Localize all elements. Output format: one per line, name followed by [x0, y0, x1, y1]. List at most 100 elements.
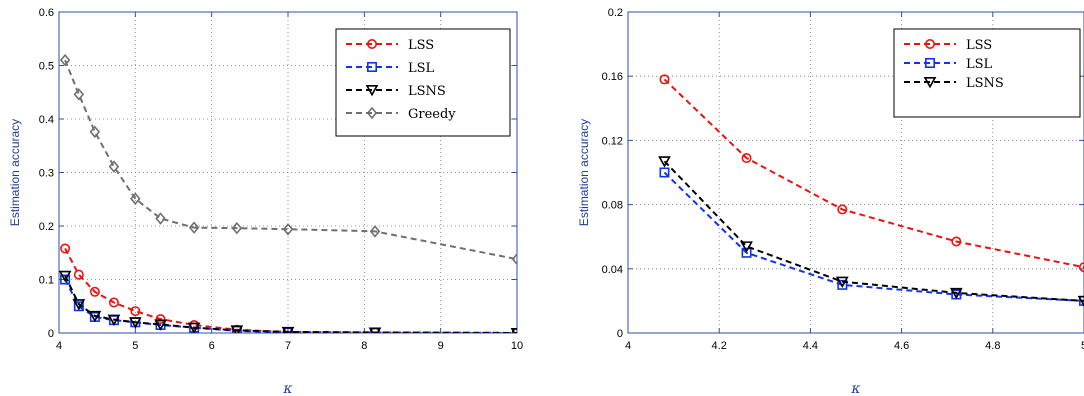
- y-tick-label: 0: [617, 328, 623, 340]
- series-greedy: [59, 53, 517, 266]
- series-lsns: [658, 156, 1084, 308]
- data-point-greedy: [188, 221, 200, 234]
- y-tick-label: 0.04: [602, 264, 623, 276]
- data-point-lsns: [740, 241, 753, 253]
- legend: LSS LSL LSNS: [893, 28, 1081, 118]
- data-point-lsl: [659, 167, 670, 178]
- x-tick-label: 4.2: [712, 340, 727, 352]
- x-tick-label: 4.6: [894, 340, 909, 352]
- data-point-lss: [89, 286, 100, 297]
- x-axis-label: κ: [282, 381, 292, 396]
- data-point-lsns: [107, 314, 121, 326]
- data-point-lss: [837, 204, 848, 215]
- data-point-lss: [60, 243, 71, 254]
- data-point-lss: [741, 153, 752, 164]
- data-point-lsns: [88, 310, 102, 323]
- y-tick-label: 0.2: [608, 7, 623, 19]
- legend-marker-lss: [924, 38, 935, 49]
- x-tick-label: 5: [132, 340, 138, 352]
- series-lss: [659, 74, 1084, 273]
- x-tick-label: 4: [56, 340, 62, 352]
- data-point-lsl: [60, 274, 71, 285]
- data-point-lsns: [949, 287, 963, 300]
- chart-2: 4 4.2 4.4 4.6 4.8 5 0 0.04 0.08 0.12 0.16 0.2 κ Estim…: [577, 7, 1084, 396]
- x-axis-label: κ: [850, 381, 860, 396]
- y-tick-label: 0.08: [602, 200, 623, 212]
- data-point-lsns: [230, 325, 244, 333]
- x-tick-label: 4.8: [985, 340, 1000, 352]
- data-point-greedy: [511, 252, 517, 266]
- legend: LSS LSL LSNS Greedy: [335, 28, 511, 137]
- data-point-lss: [108, 297, 119, 308]
- legend-marker-lsl: [924, 57, 935, 68]
- legend-label-lsns: LSNS: [408, 84, 446, 99]
- y-tick-label: 0.2: [39, 221, 54, 233]
- legend-label-lss: LSS: [966, 38, 992, 53]
- series-lsns: [59, 270, 517, 333]
- x-tick-label: 4.4: [803, 340, 818, 352]
- y-tick-label: 0.3: [39, 168, 54, 180]
- data-point-lsns: [281, 326, 295, 333]
- data-point-lsns: [658, 156, 671, 168]
- y-axis-label: Estimation accuracy: [577, 119, 591, 226]
- x-tick-label: 9: [438, 340, 444, 352]
- y-tick-label: 0.6: [39, 7, 54, 19]
- y-axis-label: Estimation accuracy: [8, 119, 22, 226]
- data-point-lsns: [368, 327, 382, 333]
- data-point-lsns: [128, 317, 142, 329]
- data-point-lsns: [72, 299, 86, 311]
- legend-label-lsns: LSNS: [966, 76, 1004, 91]
- x-tick-label: 8: [361, 340, 367, 352]
- data-point-greedy: [59, 53, 71, 67]
- x-tick-label: 5: [1081, 340, 1084, 352]
- data-point-greedy: [108, 160, 120, 173]
- data-point-greedy: [231, 221, 243, 235]
- legend-label-greedy: Greedy: [408, 107, 456, 122]
- data-point-greedy: [155, 212, 166, 225]
- data-point-lss: [951, 236, 962, 247]
- legend-marker-greedy: [366, 106, 378, 120]
- y-tick-label: 0: [48, 328, 54, 340]
- legend-label-lsl: LSL: [408, 61, 435, 76]
- data-point-greedy: [369, 225, 381, 238]
- legend-marker-lss: [366, 38, 377, 49]
- data-point-lsns: [835, 276, 849, 288]
- legend-marker-lsns: [365, 85, 379, 97]
- legend-marker-lsl: [366, 61, 377, 72]
- data-point-lsl: [837, 279, 848, 290]
- data-point-greedy: [73, 88, 85, 101]
- legend-marker-lsns: [923, 77, 937, 89]
- legend-label-lsl: LSL: [966, 57, 993, 72]
- series-line-lss: [663, 78, 1084, 269]
- data-point-lsns: [1077, 295, 1084, 308]
- data-point-lss: [659, 74, 670, 85]
- legend-label-lss: LSS: [408, 38, 434, 53]
- data-point-lsns: [59, 270, 72, 283]
- x-tick-label: 10: [511, 340, 523, 352]
- legend-box: [335, 28, 511, 137]
- x-tick-label: 4: [625, 340, 631, 352]
- data-point-lss: [130, 306, 141, 317]
- y-tick-label: 0.5: [39, 61, 54, 73]
- data-point-lsns: [154, 319, 167, 331]
- data-point-lsns: [187, 322, 201, 333]
- series-line-greedy: [64, 59, 517, 261]
- data-point-greedy: [130, 192, 141, 205]
- y-tick-label: 0.12: [602, 135, 623, 147]
- data-point-lss: [155, 314, 166, 325]
- y-tick-label: 0.16: [602, 71, 623, 83]
- data-point-lsl: [741, 247, 752, 258]
- series-layer: [658, 74, 1084, 308]
- data-point-greedy: [89, 125, 101, 139]
- x-tick-label: 6: [209, 340, 215, 352]
- data-point-lsl: [73, 301, 84, 312]
- y-tick-label: 0.1: [39, 275, 54, 287]
- data-point-lss: [1079, 262, 1084, 273]
- series-layer: [59, 53, 517, 333]
- data-point-lsl: [1079, 295, 1084, 306]
- x-tick-label: 7: [285, 340, 291, 352]
- data-point-lss: [73, 269, 84, 280]
- data-point-greedy: [282, 222, 294, 236]
- y-tick-label: 0.4: [39, 114, 54, 126]
